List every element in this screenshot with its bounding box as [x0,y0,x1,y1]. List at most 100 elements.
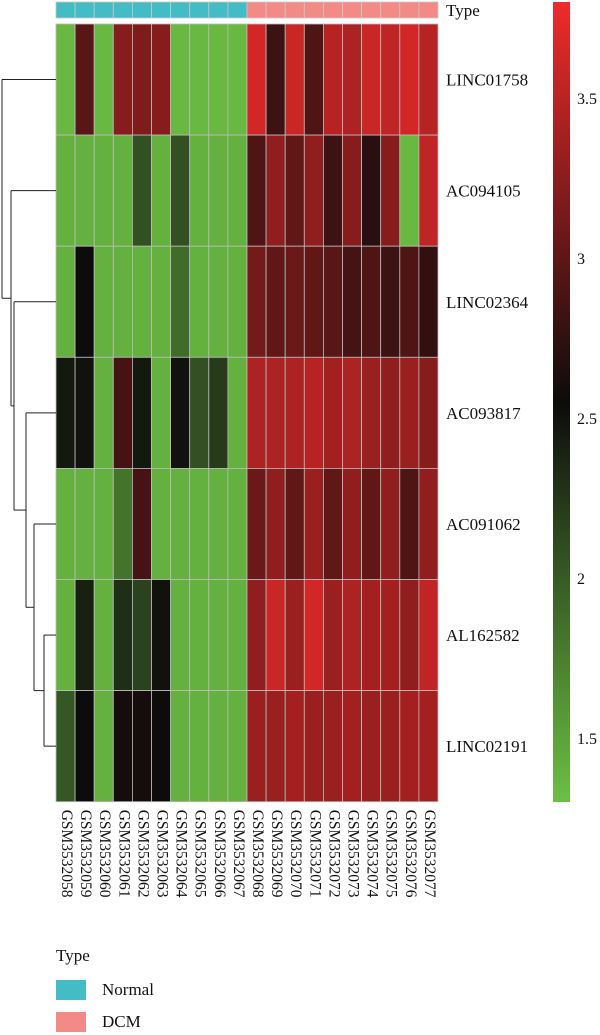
heatmap-cell [265,690,286,803]
sample-label: GSM3532077 [421,810,438,898]
heatmap-cell [170,134,191,247]
colorbar-tick-label: 1.5 [577,731,597,748]
heatmap-cell [131,579,152,691]
annotation-cell-normal [208,1,229,19]
heatmap-cell [265,579,286,691]
heatmap-cell [208,690,229,803]
heatmap-cell [131,356,152,469]
heatmap-cell [55,134,76,247]
heatmap-cell [284,134,305,247]
colorbar-tick-label: 2.5 [577,411,597,428]
annotation-cell-normal [131,1,152,19]
heatmap-cell [151,467,172,580]
heatmap-cell [418,134,439,247]
sample-label: GSM3532069 [268,810,285,898]
sample-label: GSM3532064 [173,810,190,898]
heatmap-cell [265,245,286,358]
heatmap-cell [246,579,267,691]
heatmap-cell [361,245,382,358]
heatmap-cell [93,690,114,803]
heatmap-cell [342,579,363,691]
heatmap-cell [74,134,95,247]
heatmap-cell [55,23,76,136]
sample-label: GSM3532059 [77,810,94,898]
heatmap-cell [170,356,191,469]
heatmap-cell [189,245,210,358]
annotation-cell-normal [227,1,248,19]
heatmap-cell [303,23,324,136]
heatmap-cell [399,23,420,136]
heatmap-cell [265,134,286,247]
heatmap-cell [189,23,210,136]
heatmap-cell [170,467,191,580]
heatmap-chart: Type LINC01758 AC094105 LINC02364 AC093817 A… [1,1,597,898]
heatmap-cell [303,690,324,803]
gene-label: LINC01758 [446,71,528,90]
heatmap-cell [246,467,267,580]
heatmap-cell [93,467,114,580]
legend-title: Type [56,946,90,965]
heatmap-cell [380,245,401,358]
legend-label-normal: Normal [102,980,154,999]
heatmap-cell [112,356,133,469]
heatmap-cell [112,467,133,580]
heatmap-cell [151,356,172,469]
heatmap-cell [131,690,152,803]
heatmap-cell [284,690,305,803]
heatmap-cell [131,467,152,580]
heatmap-cell [284,23,305,136]
sample-label: GSM3532076 [402,810,419,898]
heatmap-cell [170,245,191,358]
heatmap-cell [418,690,439,803]
annotation-cell-normal [151,1,172,19]
type-annotation-bar [55,1,439,19]
heatmap-cell [189,134,210,247]
heatmap-cell [399,356,420,469]
heatmap-cell [112,245,133,358]
heatmap-cell [131,23,152,136]
heatmap-cell [131,245,152,358]
heatmap-cell [380,356,401,469]
gene-label: AC091062 [446,515,521,534]
annotation-cell-normal [170,1,191,19]
heatmap-cell [342,245,363,358]
annotation-cell-normal [189,1,210,19]
heatmap-cell [170,23,191,136]
sample-label: GSM3532074 [364,810,381,898]
heatmap-cell [265,23,286,136]
heatmap-cell [227,245,248,358]
colorbar-tick-label: 3.5 [577,91,597,108]
sample-label: GSM3532070 [287,810,304,898]
heatmap-cell [93,245,114,358]
heatmap-cell [246,690,267,803]
annotation-cell-normal [55,1,76,19]
heatmap-cell [93,23,114,136]
heatmap-cell [55,245,76,358]
sample-label: GSM3532068 [249,810,266,898]
colorbar-tick-label: 2 [577,571,585,588]
heatmap-cell [380,467,401,580]
heatmap-cell [418,245,439,358]
heatmap-cell [399,467,420,580]
heatmap-cell [55,356,76,469]
heatmap-cell [227,579,248,691]
annotation-cell-dcm [322,1,343,19]
heatmap-cell [227,467,248,580]
legend-swatch-dcm [56,1012,86,1032]
heatmap-cell [322,467,343,580]
heatmap-cell [189,467,210,580]
heatmap-cell [399,245,420,358]
gene-label: LINC02364 [446,293,529,312]
annotation-cell-dcm [246,1,267,19]
heatmap-cell [399,579,420,691]
heatmap-cell [361,23,382,136]
heatmap-cell [93,134,114,247]
row-dendrogram [1,79,56,747]
heatmap-cell [170,579,191,691]
annotation-cell-normal [74,1,95,19]
colorbar-tick-label: 3 [577,251,585,268]
sample-label: GSM3532061 [115,810,132,898]
heatmap-cell [380,690,401,803]
sample-label: GSM3532067 [230,810,247,898]
heatmap-cell [361,579,382,691]
